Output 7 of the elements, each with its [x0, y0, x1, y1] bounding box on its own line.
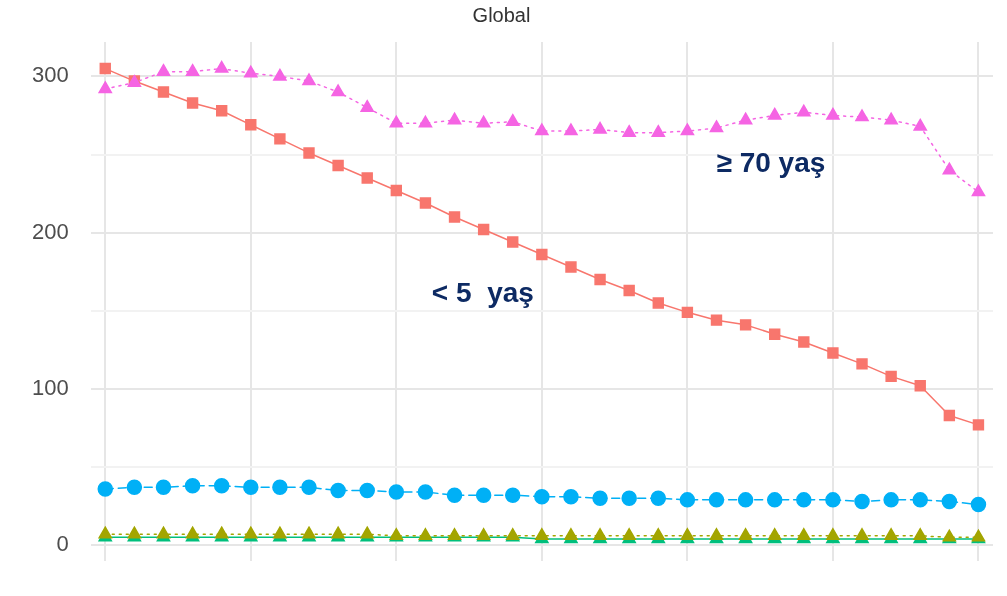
series-label: < 5 yaş	[431, 277, 534, 309]
series-label: ≥ 70 yaş	[716, 146, 826, 178]
chart-title: Global	[472, 3, 531, 26]
y-tick-label: 0	[56, 531, 69, 557]
y-tick-label: 300	[31, 62, 69, 88]
y-tick-label: 100	[31, 374, 69, 400]
y-tick-label: 200	[31, 218, 69, 244]
